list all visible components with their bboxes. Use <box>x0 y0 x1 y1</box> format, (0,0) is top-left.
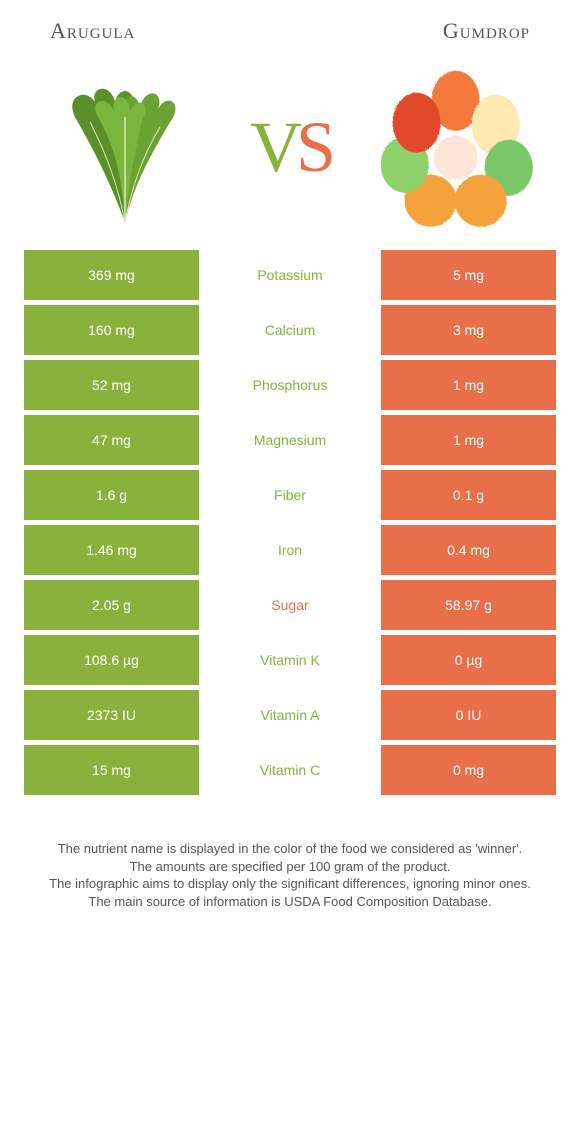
right-value: 0 µg <box>381 635 556 685</box>
nutrient-row: 2.05 gSugar58.97 g <box>24 580 556 630</box>
right-value: 3 mg <box>381 305 556 355</box>
right-value: 0 IU <box>381 690 556 740</box>
left-value: 52 mg <box>24 360 199 410</box>
nutrient-name: Fiber <box>199 470 381 520</box>
footnote-line: The nutrient name is displayed in the co… <box>30 840 550 858</box>
nutrient-name: Calcium <box>199 305 381 355</box>
comparison-header: Arugula Gumdrop <box>0 0 580 52</box>
gumdrop-illustration <box>370 62 540 232</box>
nutrient-row: 369 mgPotassium5 mg <box>24 250 556 300</box>
footnote-line: The amounts are specified per 100 gram o… <box>30 858 550 876</box>
nutrient-name: Sugar <box>199 580 381 630</box>
nutrient-row: 1.46 mgIron0.4 mg <box>24 525 556 575</box>
vs-label: VS <box>250 106 330 189</box>
nutrient-name: Potassium <box>199 250 381 300</box>
left-value: 1.46 mg <box>24 525 199 575</box>
nutrient-table: 369 mgPotassium5 mg160 mgCalcium3 mg52 m… <box>0 250 580 795</box>
left-value: 2.05 g <box>24 580 199 630</box>
left-value: 160 mg <box>24 305 199 355</box>
nutrient-name: Vitamin C <box>199 745 381 795</box>
nutrient-name: Magnesium <box>199 415 381 465</box>
nutrient-row: 108.6 µgVitamin K0 µg <box>24 635 556 685</box>
right-value: 1 mg <box>381 415 556 465</box>
left-value: 2373 IU <box>24 690 199 740</box>
footnotes: The nutrient name is displayed in the co… <box>0 800 580 910</box>
nutrient-row: 47 mgMagnesium1 mg <box>24 415 556 465</box>
nutrient-name: Phosphorus <box>199 360 381 410</box>
left-value: 108.6 µg <box>24 635 199 685</box>
left-value: 47 mg <box>24 415 199 465</box>
right-value: 0.1 g <box>381 470 556 520</box>
nutrient-row: 1.6 gFiber0.1 g <box>24 470 556 520</box>
nutrient-row: 160 mgCalcium3 mg <box>24 305 556 355</box>
left-value: 1.6 g <box>24 470 199 520</box>
nutrient-row: 52 mgPhosphorus1 mg <box>24 360 556 410</box>
left-value: 369 mg <box>24 250 199 300</box>
right-value: 0.4 mg <box>381 525 556 575</box>
nutrient-name: Vitamin A <box>199 690 381 740</box>
vs-v: V <box>250 107 296 187</box>
nutrient-row: 15 mgVitamin C0 mg <box>24 745 556 795</box>
left-value: 15 mg <box>24 745 199 795</box>
nutrient-row: 2373 IUVitamin A0 IU <box>24 690 556 740</box>
vs-s: S <box>296 107 330 187</box>
right-value: 5 mg <box>381 250 556 300</box>
right-value: 0 mg <box>381 745 556 795</box>
footnote-line: The main source of information is USDA F… <box>30 893 550 911</box>
right-value: 58.97 g <box>381 580 556 630</box>
left-food-name: Arugula <box>50 18 135 44</box>
footnote-line: The infographic aims to display only the… <box>30 875 550 893</box>
right-value: 1 mg <box>381 360 556 410</box>
nutrient-name: Iron <box>199 525 381 575</box>
arugula-illustration <box>40 62 210 232</box>
nutrient-name: Vitamin K <box>199 635 381 685</box>
hero-row: VS <box>0 52 580 250</box>
right-food-name: Gumdrop <box>443 18 530 44</box>
